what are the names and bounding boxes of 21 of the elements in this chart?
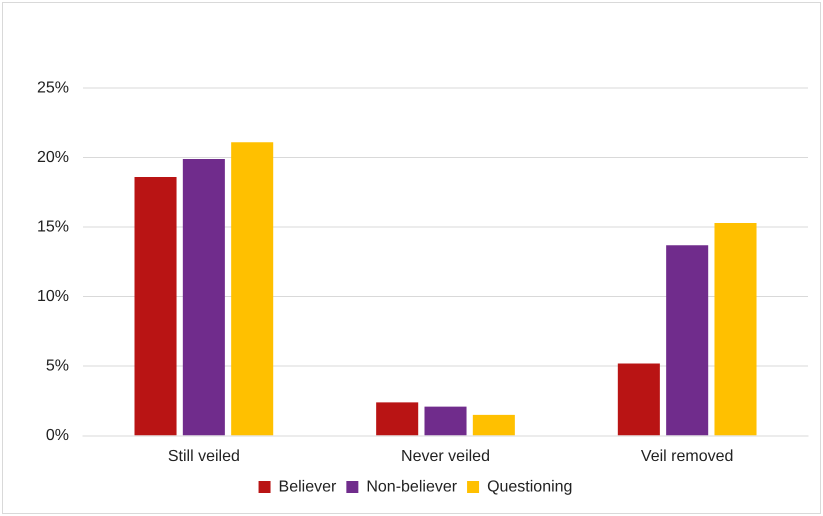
y-tick-label: 0% (46, 427, 70, 444)
bar (376, 402, 418, 436)
bar (182, 158, 225, 436)
legend-label: Questioning (487, 478, 572, 496)
legend-label: Believer (278, 478, 338, 496)
legend-label: Non-believer (366, 478, 458, 496)
bar (424, 406, 467, 436)
bar (134, 177, 177, 436)
y-tick-label: 10% (36, 288, 70, 306)
y-tick-label: 20% (36, 148, 70, 166)
x-tick-label: Never veiled (401, 448, 490, 465)
y-tick-label: 25% (36, 79, 70, 96)
bar (472, 414, 515, 436)
bar (666, 245, 708, 436)
x-tick-label: Veil removed (640, 448, 734, 465)
x-tick-label: Still veiled (168, 448, 240, 465)
y-tick-label: 15% (36, 218, 70, 236)
bar (231, 142, 274, 436)
y-tick-label: 5% (46, 358, 70, 375)
bar (714, 222, 757, 436)
bar (618, 363, 660, 436)
